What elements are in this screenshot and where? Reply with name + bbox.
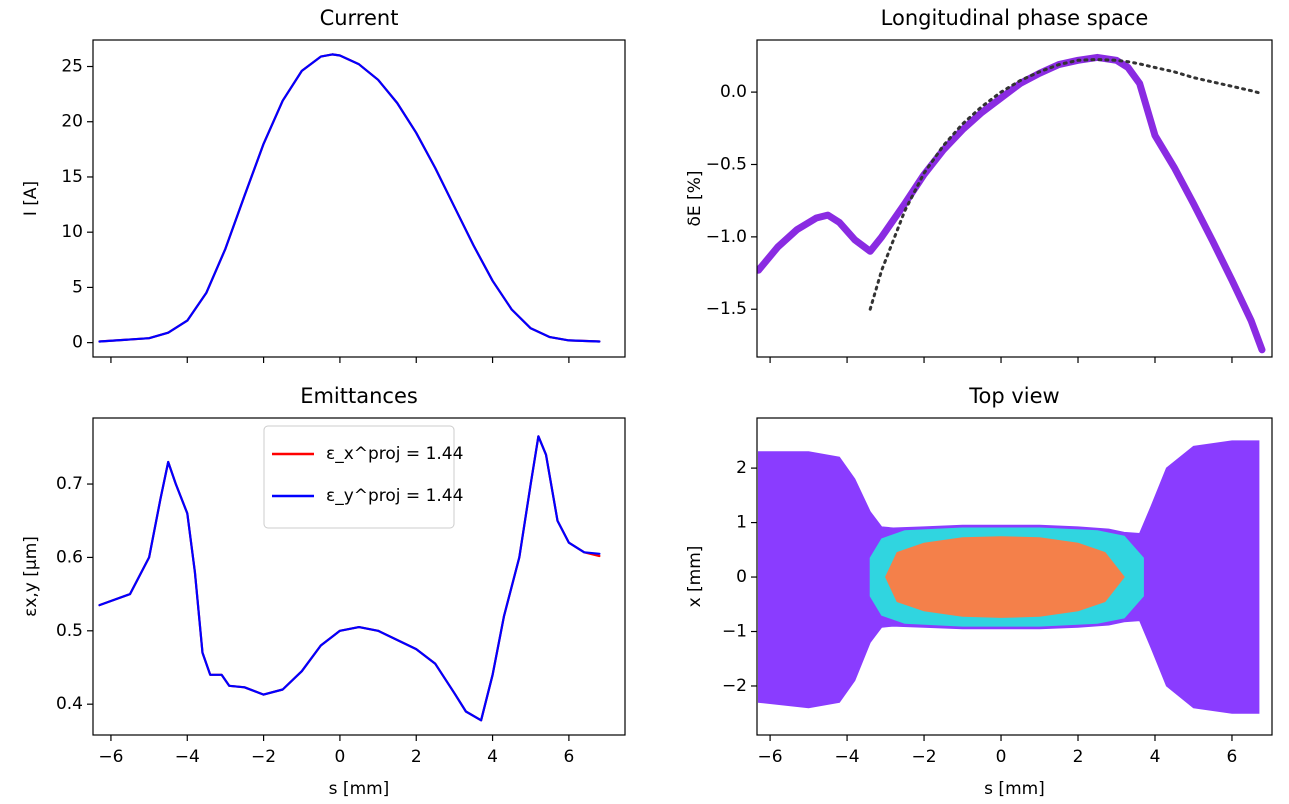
y-tick-label: 10 (61, 222, 83, 242)
x-tick-label: −4 (175, 747, 200, 767)
density-region (885, 536, 1125, 618)
axes-frame (92, 417, 626, 736)
series-line (98, 53, 601, 343)
y-axis-label: I [A] (21, 181, 41, 216)
y-tick-label: 2 (736, 458, 747, 478)
y-tick-label: 0.0 (720, 82, 747, 102)
y-tick-label: −1.0 (706, 227, 747, 247)
panel-title: Longitudinal phase space (881, 6, 1149, 30)
y-tick-label: 20 (61, 112, 83, 132)
y-axis-label: εx,y [μm] (21, 536, 41, 617)
y-tick-label: −1.5 (706, 299, 747, 319)
plot-area (757, 53, 1266, 354)
y-tick-label: 0.6 (56, 547, 83, 567)
plot-area (758, 440, 1260, 714)
x-tick-label: 6 (1227, 747, 1238, 767)
x-tick-label: 4 (1150, 747, 1161, 767)
axes-frame (756, 39, 1273, 358)
x-axis-label: s [mm] (984, 779, 1045, 799)
y-axis-label: x [mm] (685, 546, 705, 608)
x-tick-label: 2 (411, 747, 422, 767)
series-line (868, 58, 1264, 311)
x-tick-label: −6 (98, 747, 123, 767)
legend-label: ε_y^proj = 1.44 (326, 486, 463, 506)
plot-area (98, 53, 601, 343)
panel-title: Emittances (300, 384, 418, 408)
axes-frame (92, 39, 626, 358)
x-tick-label: −2 (912, 747, 937, 767)
y-tick-label: 0.5 (56, 621, 83, 641)
x-tick-label: −2 (251, 747, 276, 767)
y-tick-label: 0 (736, 567, 747, 587)
y-tick-label: 5 (72, 277, 83, 297)
x-tick-label: 2 (1073, 747, 1084, 767)
panel-title: Current (320, 6, 399, 30)
y-tick-label: 15 (61, 167, 83, 187)
x-tick-label: 4 (487, 747, 498, 767)
x-tick-label: −6 (758, 747, 783, 767)
x-tick-label: 6 (563, 747, 574, 767)
x-tick-label: 0 (996, 747, 1007, 767)
y-tick-label: −2 (722, 676, 747, 696)
x-axis-label: s [mm] (329, 779, 390, 799)
y-axis-label: δE [%] (685, 171, 705, 227)
series-line (757, 53, 1266, 354)
legend-label: ε_x^proj = 1.44 (326, 444, 463, 464)
y-tick-label: −1 (722, 622, 747, 642)
y-tick-label: 25 (61, 57, 83, 77)
series-line (98, 435, 601, 722)
series-line (98, 53, 601, 343)
y-tick-label: 0.7 (56, 474, 83, 494)
axes-frame (756, 417, 1273, 736)
panel-title: Top view (968, 384, 1059, 408)
y-tick-label: 0 (72, 333, 83, 353)
plot-area (98, 435, 601, 722)
y-tick-label: −0.5 (706, 154, 747, 174)
x-tick-label: 0 (335, 747, 346, 767)
legend-box (263, 425, 455, 529)
y-tick-label: 0.4 (56, 694, 83, 714)
x-tick-label: −4 (835, 747, 860, 767)
y-tick-label: 1 (736, 513, 747, 533)
